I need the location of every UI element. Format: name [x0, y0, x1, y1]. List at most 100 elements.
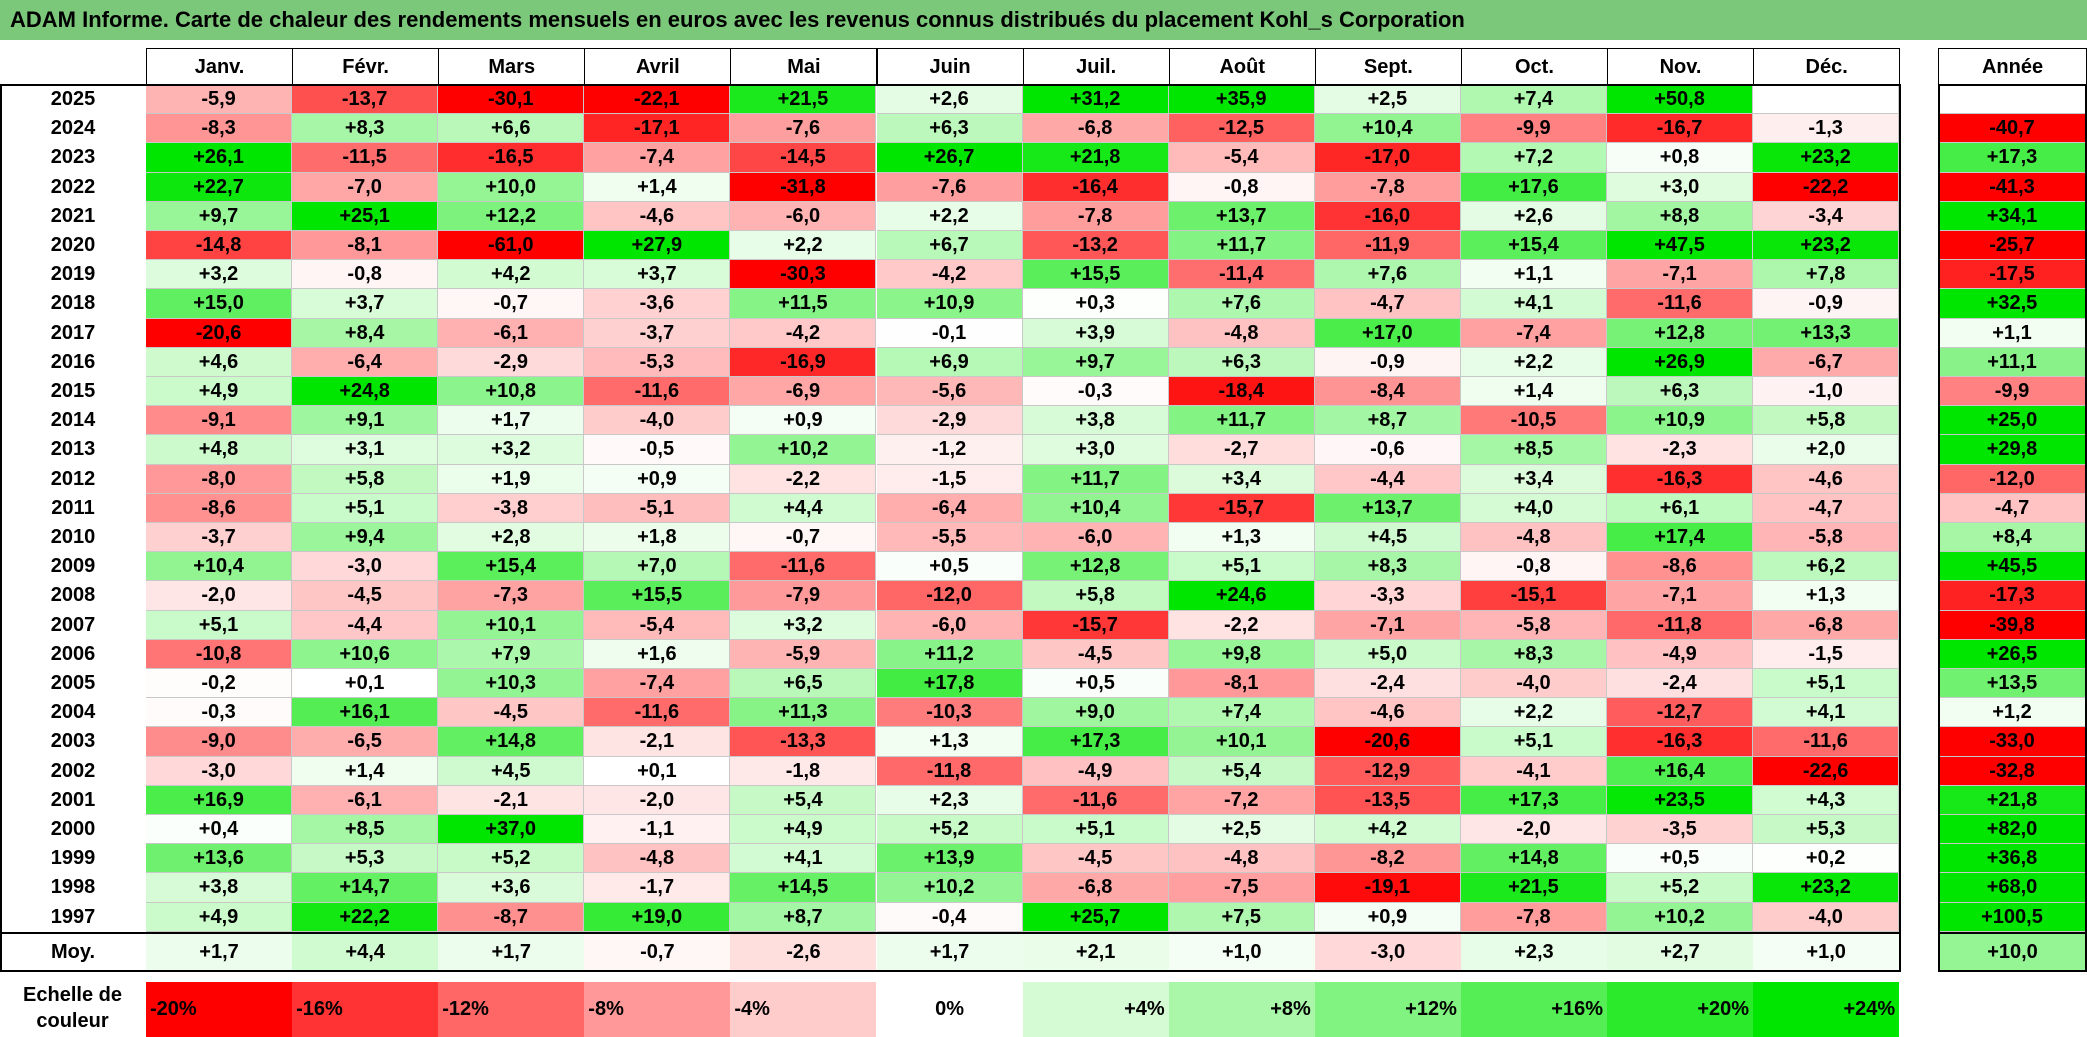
- heatmap-cell: -1,5: [876, 464, 1023, 494]
- heatmap-cell: -30,3: [730, 260, 877, 290]
- year-label: 2012: [50, 467, 96, 490]
- heatmap-cell: +11,7: [1168, 231, 1315, 261]
- legend-swatch: 0%: [876, 982, 1023, 1037]
- heatmap-cell: +31,2: [1022, 85, 1169, 115]
- heatmap-cell: -9,0: [146, 727, 293, 757]
- annual-cell: -9,9: [1938, 377, 2087, 407]
- heatmap-cell: -2,1: [584, 727, 731, 757]
- heatmap-cell: +15,4: [1460, 231, 1607, 261]
- heatmap-cell: -11,6: [730, 552, 877, 582]
- heatmap-cell: -5,4: [1168, 143, 1315, 173]
- heatmap-cell: +12,8: [1607, 318, 1754, 348]
- heatmap-cell: -3,6: [584, 289, 731, 319]
- heatmap-cell: +3,4: [1460, 464, 1607, 494]
- heatmap-cell: -5,5: [876, 523, 1023, 553]
- year-label: 2002: [50, 759, 96, 782]
- heatmap-cell: -6,0: [876, 610, 1023, 640]
- year-label: 2023: [50, 146, 96, 169]
- heatmap-cell: -6,4: [292, 347, 439, 377]
- heatmap-cell: +7,9: [438, 639, 585, 669]
- heatmap-cell: +4,2: [438, 260, 585, 290]
- year-label: 2009: [50, 555, 96, 578]
- heatmap-cell: -2,4: [1314, 669, 1461, 699]
- heatmap-cell: -2,4: [1607, 669, 1754, 699]
- annual-cell: +36,8: [1938, 844, 2087, 874]
- heatmap-cell: -7,1: [1607, 581, 1754, 611]
- heatmap-cell: -13,3: [730, 727, 877, 757]
- heatmap-cell: -2,1: [438, 785, 585, 815]
- heatmap-cell: -11,6: [1753, 727, 1900, 757]
- heatmap-cell: +3,7: [584, 260, 731, 290]
- heatmap-cell: +6,5: [730, 669, 877, 699]
- heatmap-cell: -8,7: [438, 902, 585, 932]
- heatmap-cell: -1,5: [1753, 639, 1900, 669]
- heatmap-cell: +7,8: [1753, 260, 1900, 290]
- heatmap-cell: +6,6: [438, 114, 585, 144]
- year-label: 1998: [50, 876, 96, 899]
- heatmap-cell: -12,5: [1168, 114, 1315, 144]
- year-label: 1997: [50, 905, 96, 928]
- heatmap-cell: -6,5: [292, 727, 439, 757]
- heatmap-cell: +14,8: [438, 727, 585, 757]
- annual-cell: +25,0: [1938, 406, 2087, 436]
- average-label: Moy.: [50, 940, 96, 963]
- heatmap-cell: +13,7: [1314, 493, 1461, 523]
- heatmap-cell: +1,7: [438, 406, 585, 436]
- heatmap-cell: -4,8: [1168, 318, 1315, 348]
- report-title: ADAM Informe. Carte de chaleur des rende…: [0, 0, 2087, 40]
- year-label: 2016: [50, 350, 96, 373]
- heatmap-cell: +16,1: [292, 698, 439, 728]
- heatmap-cell: +10,2: [1607, 902, 1754, 932]
- heatmap-cell: +13,9: [876, 844, 1023, 874]
- heatmap-cell: +6,3: [1168, 347, 1315, 377]
- heatmap-cell: -16,5: [438, 143, 585, 173]
- year-label: 2008: [50, 584, 96, 607]
- heatmap-cell: -1,3: [1753, 114, 1900, 144]
- heatmap-cell: +14,8: [1460, 844, 1607, 874]
- heatmap-cell: +2,0: [1753, 435, 1900, 465]
- heatmap-cell: +5,3: [1753, 815, 1900, 845]
- heatmap-cell: +0,5: [876, 552, 1023, 582]
- year-label: 2014: [50, 409, 96, 432]
- annual-cell: -40,7: [1938, 114, 2087, 144]
- year-label: 2019: [50, 263, 96, 286]
- annual-cell: +82,0: [1938, 815, 2087, 845]
- year-label: 2020: [50, 234, 96, 256]
- heatmap-cell: -5,4: [584, 610, 731, 640]
- average-cell: +1,0: [1168, 933, 1315, 970]
- heatmap-cell: -19,1: [1314, 873, 1461, 903]
- heatmap-cell: +4,9: [146, 377, 293, 407]
- heatmap-cell: -5,8: [1460, 610, 1607, 640]
- heatmap-cell: -8,4: [1314, 377, 1461, 407]
- heatmap-cell: -4,8: [1460, 523, 1607, 553]
- heatmap-cell: +6,3: [1607, 377, 1754, 407]
- annual-cell: +21,8: [1938, 785, 2087, 815]
- heatmap-cell: +5,8: [1753, 406, 1900, 436]
- heatmap-cell: -4,5: [1022, 639, 1169, 669]
- heatmap-cell: -6,0: [730, 201, 877, 231]
- heatmap-cell: +3,4: [1168, 464, 1315, 494]
- heatmap-cell: +4,9: [146, 902, 293, 932]
- heatmap-cell: +15,4: [438, 552, 585, 582]
- heatmap-cell: +2,6: [876, 85, 1023, 115]
- heatmap-cell: -20,6: [146, 318, 293, 348]
- heatmap-cell: -7,6: [876, 172, 1023, 202]
- average-divider: [0, 931, 1902, 934]
- heatmap-cell: -0,6: [1314, 435, 1461, 465]
- heatmap-cell: -0,8: [1168, 172, 1315, 202]
- heatmap-cell: +50,8: [1607, 85, 1754, 115]
- heatmap-cell: +5,4: [1168, 756, 1315, 786]
- heatmap-cell: -22,1: [584, 85, 731, 115]
- annual-cell: -32,8: [1938, 756, 2087, 786]
- heatmap-cell: -17,1: [584, 114, 731, 144]
- heatmap-cell: -6,1: [292, 785, 439, 815]
- average-cell: +2,3: [1460, 933, 1607, 970]
- average-cell: -3,0: [1314, 933, 1461, 970]
- heatmap-cell: -0,4: [876, 902, 1023, 932]
- heatmap-cell: +14,5: [730, 873, 877, 903]
- heatmap-cell: -11,6: [584, 698, 731, 728]
- heatmap-cell: -0,8: [1460, 552, 1607, 582]
- heatmap-cell: +0,8: [1607, 143, 1754, 173]
- heatmap-cell: -14,5: [730, 143, 877, 173]
- heatmap-cell: -4,8: [1168, 844, 1315, 874]
